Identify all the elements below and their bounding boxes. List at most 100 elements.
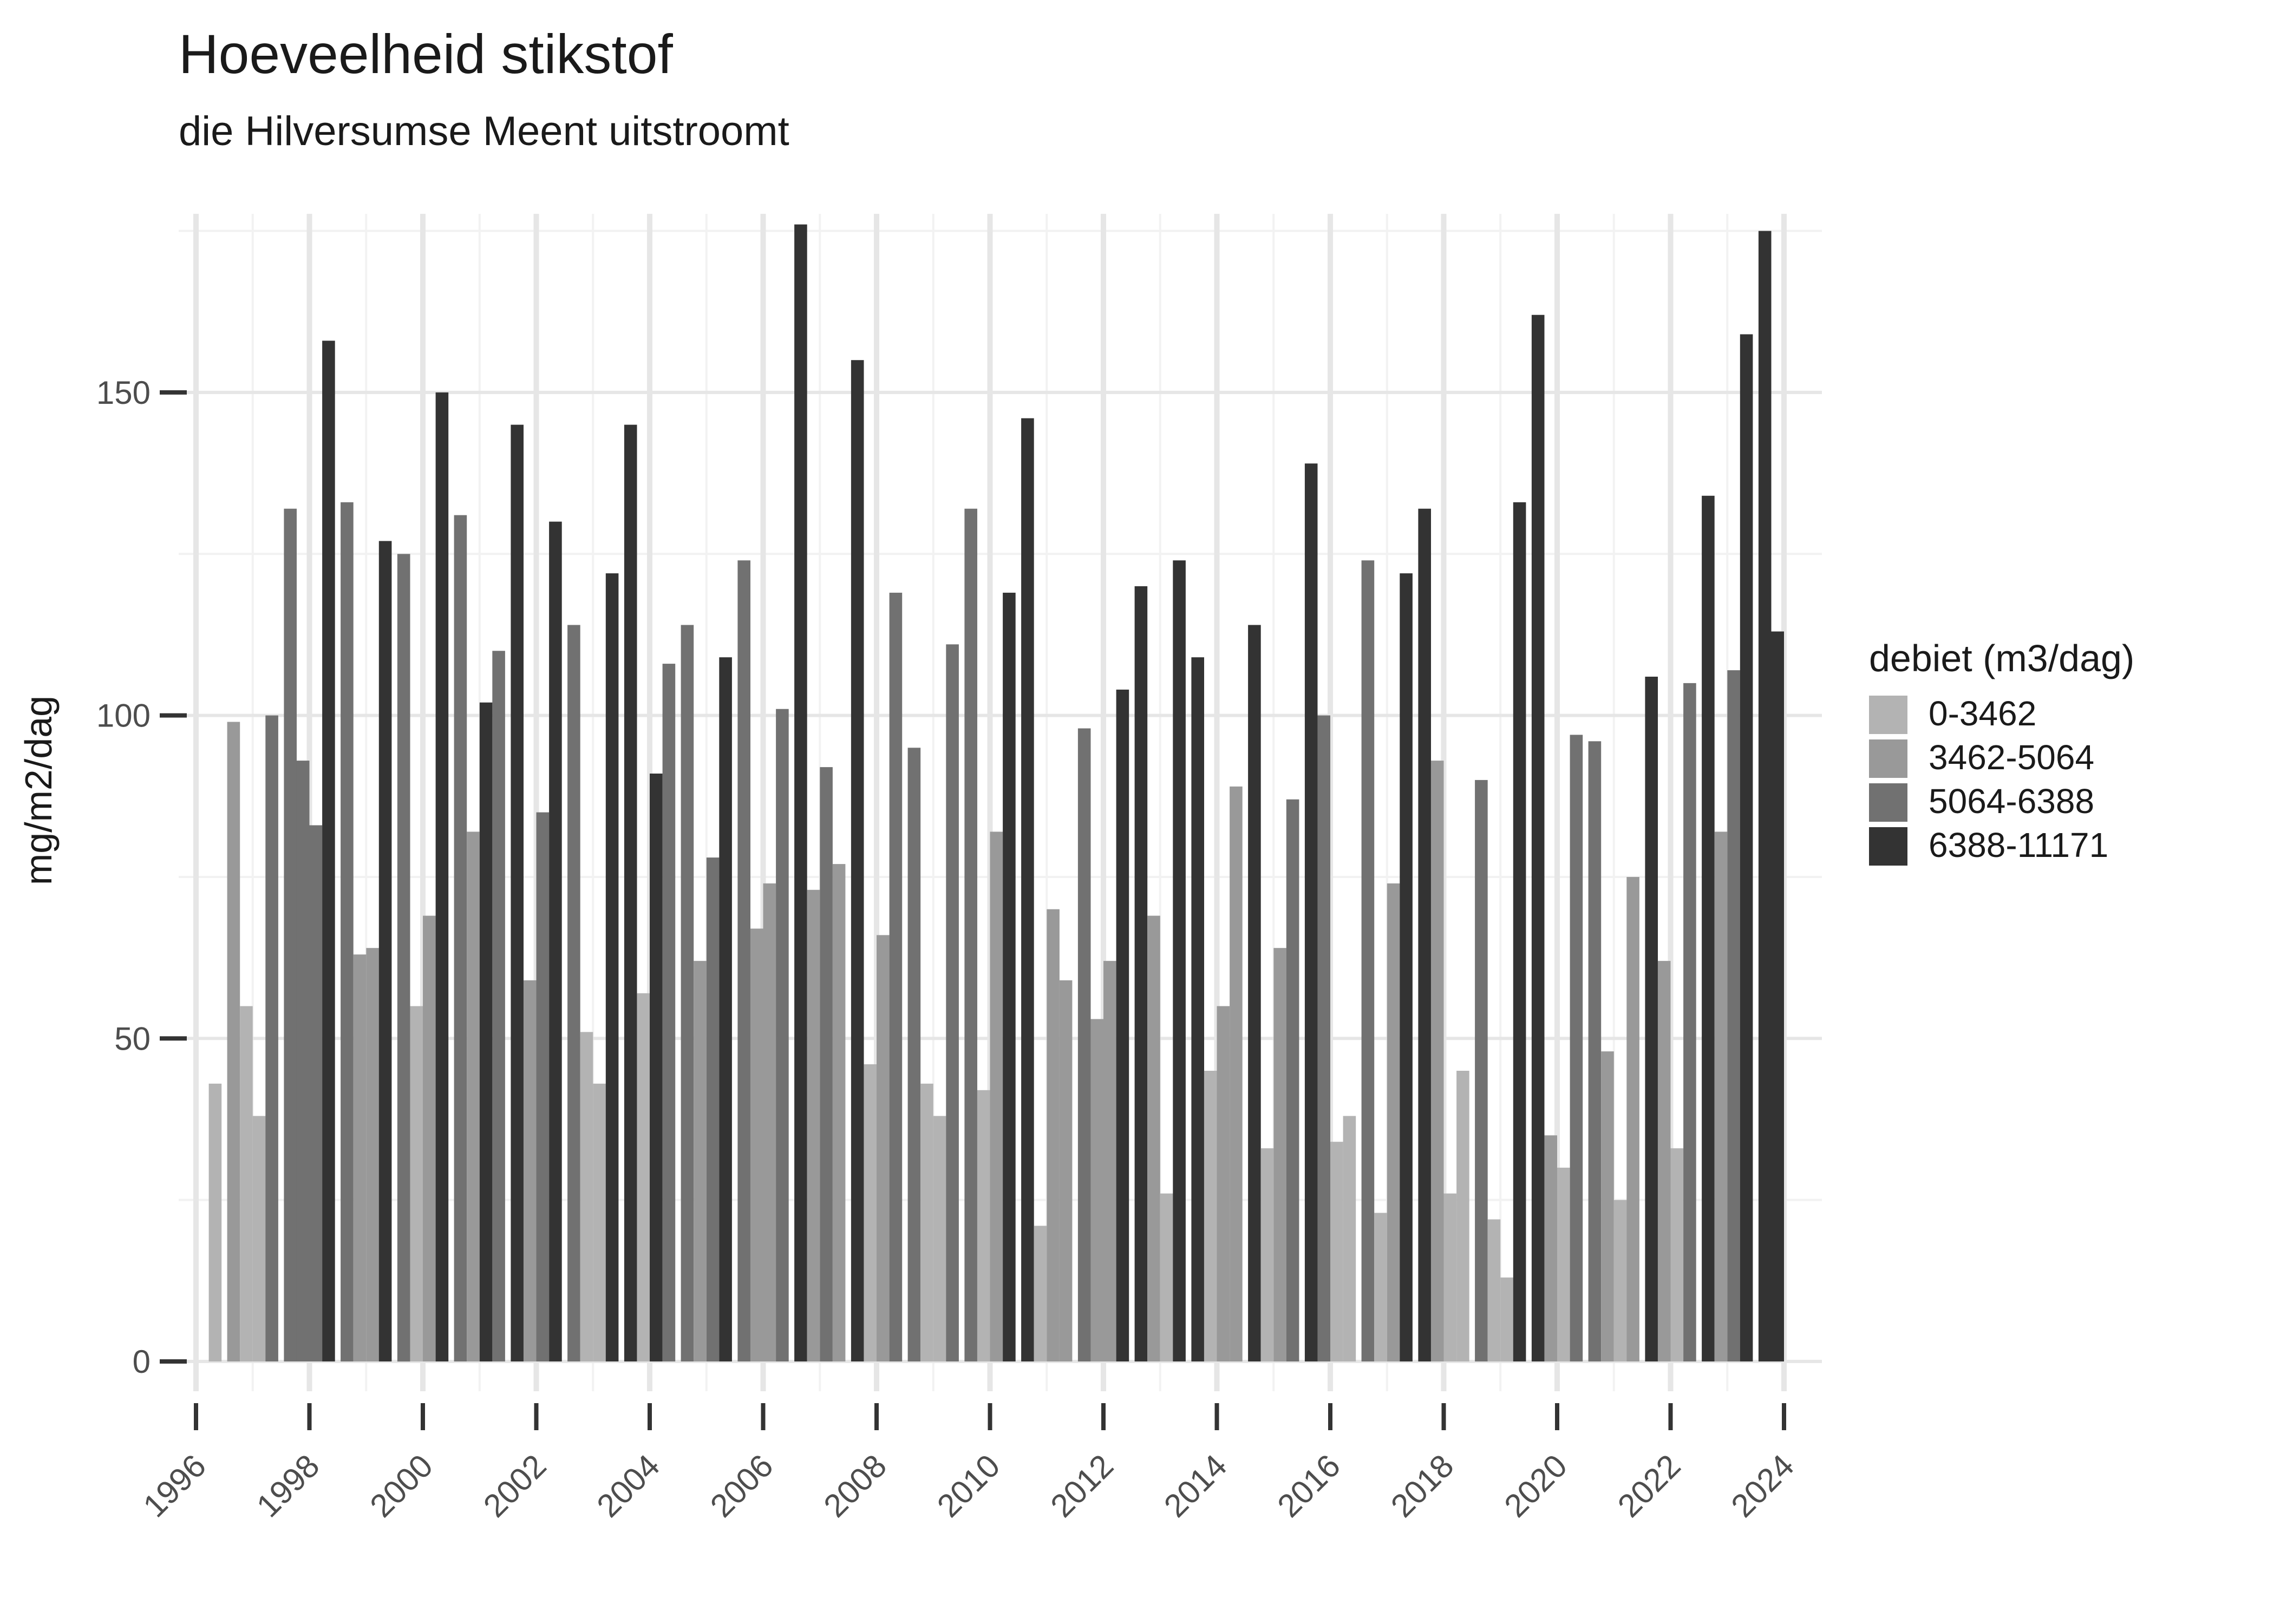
x-axis-tick (1782, 1403, 1786, 1430)
bar (1588, 741, 1602, 1361)
y-minor-gridline (179, 553, 1822, 555)
bar (650, 774, 663, 1361)
bar (1204, 1071, 1217, 1361)
bar (1134, 586, 1148, 1361)
x-minor-gridline (365, 214, 368, 1391)
bar (662, 664, 676, 1361)
bar (776, 709, 789, 1361)
bar (1059, 980, 1073, 1361)
bar (366, 948, 379, 1361)
bar (1758, 231, 1772, 1361)
x-tick-label: 2024 (1724, 1448, 1801, 1524)
x-major-gridline (533, 214, 539, 1391)
x-tick-label: 2016 (1270, 1448, 1347, 1524)
x-axis-tick (194, 1403, 198, 1430)
chart-subtitle: die Hilversumse Meent uitstroomt (179, 108, 789, 154)
x-tick-label: 2010 (930, 1448, 1007, 1524)
bar (719, 657, 732, 1361)
y-tick-label: 0 (133, 1344, 151, 1380)
bar (1531, 315, 1545, 1362)
x-axis-tick (1668, 1403, 1673, 1430)
bar (549, 521, 562, 1361)
legend-title: debiet (m3/dag) (1869, 637, 2134, 679)
y-axis-tick (160, 1359, 187, 1364)
x-major-gridline (987, 214, 993, 1391)
bar (1456, 1071, 1469, 1361)
x-axis-tick (1328, 1403, 1332, 1430)
x-tick-label: 2000 (363, 1448, 440, 1524)
chart-title: Hoeveelheid stikstof (179, 23, 673, 85)
bar (1613, 1200, 1627, 1361)
x-axis-tick (307, 1403, 312, 1430)
x-tick-label: 2014 (1157, 1448, 1234, 1524)
x-axis-tick (421, 1403, 425, 1430)
y-major-gridline (179, 713, 1822, 717)
bar (378, 541, 392, 1361)
bar (284, 508, 297, 1362)
bar (296, 761, 310, 1361)
bar (1771, 631, 1784, 1361)
x-minor-gridline (478, 214, 481, 1391)
legend-label: 0-3462 (1929, 694, 2036, 733)
bar (1645, 677, 1658, 1361)
bar (920, 1083, 933, 1361)
legend-label: 6388-11171 (1929, 826, 2108, 865)
bar (1304, 463, 1318, 1362)
y-tick-label: 150 (96, 375, 151, 411)
bar (1740, 334, 1753, 1361)
x-minor-gridline (1499, 214, 1502, 1391)
x-tick-label: 2008 (816, 1448, 893, 1524)
legend-label: 5064-6388 (1929, 782, 2094, 821)
bar (1003, 592, 1016, 1361)
bar (889, 592, 903, 1361)
bar (435, 392, 449, 1361)
legend-swatch (1869, 783, 1907, 822)
x-minor-gridline (705, 214, 708, 1391)
bar (1475, 780, 1488, 1361)
x-major-gridline (193, 214, 199, 1391)
x-minor-gridline (1045, 214, 1048, 1391)
bar (265, 715, 278, 1361)
bar (240, 1006, 253, 1361)
bar (1230, 786, 1243, 1361)
bar (681, 625, 694, 1361)
x-axis-tick (874, 1403, 879, 1430)
legend: 0-3462 3462-5064 5064-6388 6388-11171 (1869, 694, 2108, 866)
bar (492, 651, 505, 1361)
y-axis-title: mg/m2/dag (17, 696, 60, 885)
bar (1714, 831, 1728, 1361)
bar (1601, 1051, 1614, 1361)
x-tick-label: 2002 (476, 1448, 553, 1524)
x-tick-label: 2018 (1384, 1448, 1461, 1524)
bar (1173, 560, 1186, 1361)
bar (454, 515, 467, 1361)
bar (341, 502, 354, 1361)
bar (410, 1006, 423, 1361)
bar (763, 883, 776, 1361)
y-tick-label: 50 (114, 1020, 151, 1057)
bar (624, 424, 637, 1361)
bar (737, 560, 750, 1361)
y-minor-gridline (179, 230, 1822, 232)
x-tick-label: 2012 (1043, 1448, 1120, 1524)
x-axis-tick (1214, 1403, 1219, 1430)
x-minor-gridline (251, 214, 254, 1391)
bar (322, 340, 335, 1361)
bar (423, 915, 436, 1361)
bar (1702, 495, 1715, 1361)
bar (1570, 735, 1583, 1361)
x-tick-label: 1996 (136, 1448, 213, 1524)
x-major-gridline (1668, 214, 1674, 1391)
x-major-gridline (420, 214, 426, 1391)
bar (1330, 1142, 1343, 1361)
bar (990, 831, 1003, 1361)
bar (907, 748, 921, 1361)
bar (637, 993, 650, 1361)
bar (1400, 573, 1413, 1361)
bar (1317, 715, 1330, 1361)
bar (523, 980, 537, 1361)
y-axis-tick (160, 713, 187, 718)
x-axis-tick (1555, 1403, 1559, 1430)
bar (397, 554, 410, 1362)
bar (1544, 1135, 1557, 1361)
